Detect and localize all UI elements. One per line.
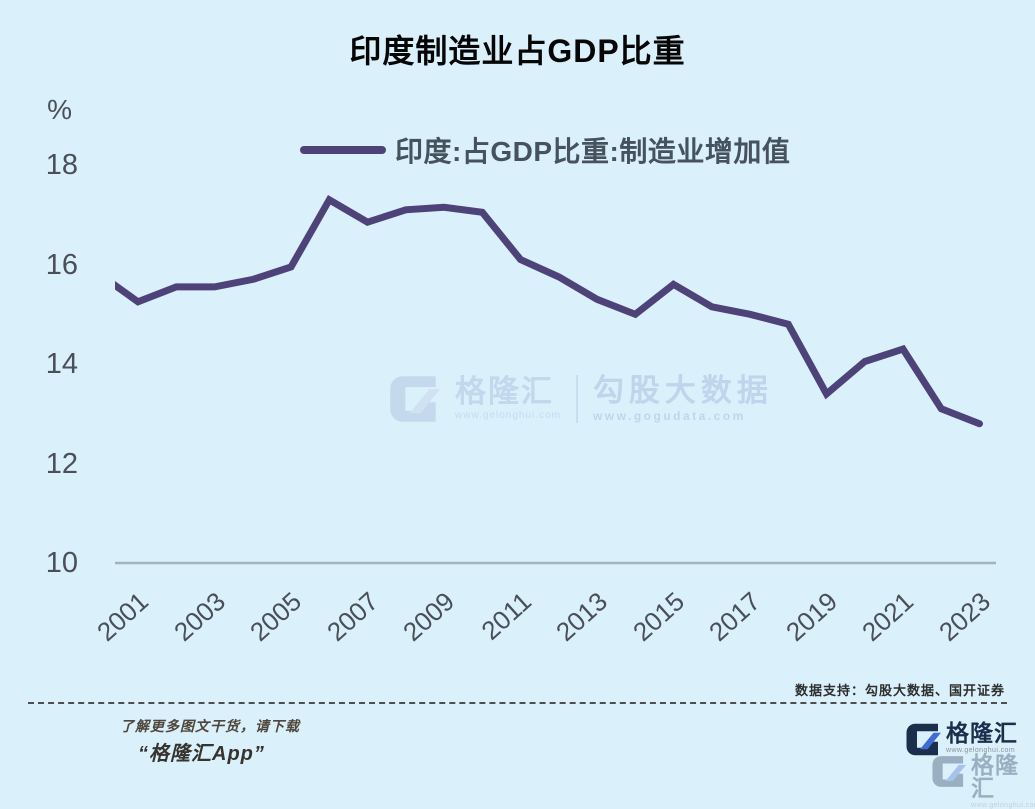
y-tick-label: 14 xyxy=(45,348,78,380)
y-axis-unit-label: % xyxy=(47,94,72,125)
legend-line-swatch xyxy=(300,146,386,154)
legend-series-label: 印度:占GDP比重:制造业增加值 xyxy=(395,136,791,167)
gelonghui-logo-icon xyxy=(906,723,941,756)
y-tick-label: 16 xyxy=(45,248,78,281)
footer-logo-text: 格隆汇 xyxy=(946,720,1018,746)
watermark-brand2-text: 勾股大数据 xyxy=(592,372,773,408)
y-tick-label: 18 xyxy=(45,149,78,181)
footer-brand-logo: 格隆汇 www.gelonghui.com xyxy=(905,722,1018,757)
data-source-note: 数据支持：勾股大数据、国开证券 xyxy=(794,683,1005,698)
watermark-brand1-url: www.gelonghui.com xyxy=(455,410,561,422)
gelonghui-logo-icon xyxy=(390,376,440,422)
footer-promo-line2: “格隆汇App” xyxy=(138,743,265,765)
watermark-brand1-block: 格隆汇 www.gelonghui.com xyxy=(455,376,561,421)
footer-logo-url: www.gelonghui.com xyxy=(946,747,1016,754)
footer-brand-logo-reflection: 格隆汇 www.gelonghui.com xyxy=(931,754,1035,809)
chart-plot-area xyxy=(115,194,996,565)
y-tick-label: 12 xyxy=(45,447,78,480)
dashed-divider xyxy=(28,702,1007,704)
gelonghui-logo-icon xyxy=(932,756,967,787)
footer-promo-line1: 了解更多图文干货，请下载 xyxy=(120,718,300,734)
watermark: 格隆汇 www.gelonghui.com 勾股大数据 www.gogudata… xyxy=(388,360,773,438)
footer-logo-url: www.gelonghui.com xyxy=(971,802,1035,809)
watermark-brand1-text: 格隆汇 xyxy=(455,374,554,410)
footer-logo-text: 格隆汇 xyxy=(971,752,1020,801)
y-tick-label: 10 xyxy=(45,547,78,579)
watermark-brand2-block: 勾股大数据 www.gogudata.com xyxy=(592,372,773,424)
watermark-brand2-url: www.gogudata.com xyxy=(592,409,746,424)
watermark-divider xyxy=(575,375,578,423)
legend: 印度:占GDP比重:制造业增加值 xyxy=(300,134,790,167)
chart-title: 印度制造业占GDP比重 xyxy=(349,33,686,69)
data-series-line xyxy=(115,194,983,428)
